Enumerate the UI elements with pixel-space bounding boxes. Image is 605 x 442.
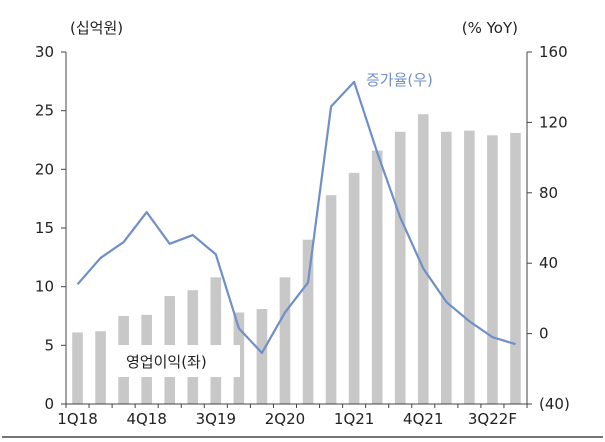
bar-4Q20 (325, 195, 337, 404)
left-tick-label: 25 (35, 102, 54, 120)
right-axis-ticks: (40) 0 40 80 120 160 (527, 43, 570, 413)
x-axis-ticks: 1Q18 4Q18 3Q19 2Q20 1Q21 4Q21 3Q22F (57, 404, 528, 428)
bar-3Q22F (487, 135, 498, 404)
right-tick-label: 120 (539, 113, 568, 131)
line-series-growth (76, 80, 516, 355)
bar-legend-label-box (118, 345, 240, 377)
left-tick-label: 30 (35, 43, 54, 61)
x-tick-label: 1Q21 (334, 410, 374, 428)
bar-4Q22F (510, 132, 521, 404)
x-tick-label: 1Q18 (57, 410, 97, 428)
right-tick-label: 40 (539, 254, 558, 272)
right-axis-unit: (% YoY) (462, 19, 518, 37)
bar-series-label: 영업이익(좌) (126, 353, 207, 371)
bar-1Q20 (256, 308, 268, 404)
right-tick-label: (40) (539, 395, 570, 413)
bar-2Q20 (279, 277, 291, 404)
left-tick-label: 15 (35, 219, 54, 237)
x-tick-label: 3Q22F (468, 410, 517, 428)
bar-1Q18 (72, 332, 83, 404)
bar-2Q21 (371, 150, 383, 404)
x-tick-label: 4Q18 (126, 410, 166, 428)
left-tick-label: 20 (35, 160, 54, 178)
bar-2Q22 (464, 130, 475, 405)
left-axis-ticks: 0 5 10 15 20 25 30 (35, 43, 66, 413)
bar-3Q21 (394, 131, 406, 405)
bar-3Q19 (210, 277, 222, 404)
line-series-label: 증가율(우) (366, 71, 433, 89)
left-tick-label: 0 (44, 395, 54, 413)
left-tick-label: 5 (44, 336, 54, 354)
bar-4Q21 (417, 114, 429, 404)
right-tick-label: 80 (539, 184, 558, 202)
x-tick-label: 3Q19 (196, 410, 236, 428)
bar-1Q22 (441, 131, 452, 405)
x-tick-label: 4Q21 (403, 410, 443, 428)
right-tick-label: 0 (539, 325, 549, 343)
right-tick-label: 160 (539, 43, 568, 61)
left-axis-unit: (십억원) (70, 19, 123, 37)
x-tick-label: 2Q20 (265, 410, 305, 428)
bar-1Q21 (348, 172, 360, 404)
bar-2Q18 (95, 331, 106, 404)
left-tick-label: 10 (35, 278, 54, 296)
bar-3Q20 (302, 239, 314, 404)
